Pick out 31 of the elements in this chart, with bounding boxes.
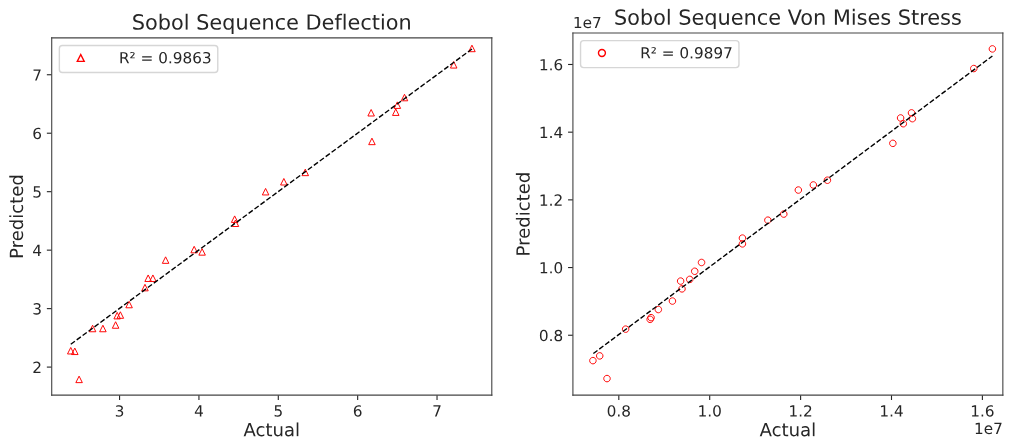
x-tick-label: 7: [433, 405, 441, 417]
y-tick-label: 0.8: [539, 329, 563, 342]
x-tick-label: 6: [353, 405, 362, 417]
chart-title: Sobol Sequence Deflection: [133, 13, 410, 34]
y-tick-label: 1.2: [540, 194, 562, 206]
legend-label: R² = 0.9863: [120, 51, 211, 64]
text: 1e7: [975, 422, 1002, 435]
x-tick-label: 1.4: [881, 405, 903, 417]
y-axis-title: Predicted: [9, 175, 24, 258]
x-tick-label: 1.0: [699, 405, 721, 417]
x-tick-label: 1.6: [971, 405, 994, 417]
x-axis-title: Actual: [759, 422, 815, 437]
x-axis-title: Actual: [243, 422, 299, 437]
x-tick-label: 1.2: [790, 405, 812, 417]
y-tick-label: 1.0: [540, 262, 563, 274]
y-tick-label: 5: [33, 186, 41, 198]
x-tick-label: 3: [115, 405, 124, 417]
x-tick-label: 0.8: [607, 405, 630, 417]
y-tick-label: 4: [33, 244, 42, 256]
x-tick-label: 4: [194, 405, 203, 417]
y-tick-label: 3: [33, 303, 41, 315]
y-tick-label: 1.4: [540, 126, 563, 138]
legend-label: R² = 0.9897: [641, 47, 732, 59]
y-tick-label: 6: [33, 127, 42, 140]
y-tick-label: 7: [33, 69, 41, 81]
y-axis-title: Predicted: [515, 173, 530, 255]
x-tick-label: 5: [274, 405, 282, 417]
chart-title: Sobol Sequence Von Mises Stress: [615, 8, 961, 29]
text: 1e7: [574, 16, 601, 29]
y-tick-label: 2: [33, 361, 41, 373]
y-tick-label: 1.6: [540, 58, 563, 71]
